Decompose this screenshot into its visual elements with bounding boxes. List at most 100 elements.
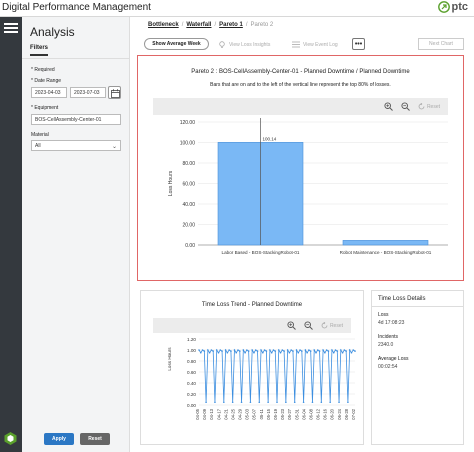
data-point[interactable] [237, 349, 239, 351]
data-point[interactable] [322, 349, 324, 351]
data-point[interactable] [262, 351, 264, 354]
data-point[interactable] [201, 349, 204, 351]
data-point[interactable] [277, 349, 280, 351]
data-point[interactable] [276, 401, 278, 404]
data-point[interactable] [331, 349, 333, 351]
equipment-input[interactable]: BOS-CellAssembly-Center-01 [31, 114, 121, 125]
data-point[interactable] [354, 350, 356, 352]
data-point[interactable] [215, 349, 218, 351]
data-point[interactable] [256, 350, 259, 352]
data-point[interactable] [293, 401, 296, 404]
data-point[interactable] [348, 349, 351, 351]
data-point[interactable] [223, 401, 225, 404]
data-point[interactable] [230, 350, 232, 352]
view-event-log-button[interactable]: View Event Log [292, 41, 338, 48]
next-chart-button[interactable]: Next Chart [418, 38, 464, 50]
zoom-out-icon[interactable] [401, 102, 410, 111]
zoom-in-icon[interactable] [287, 321, 296, 330]
data-point[interactable] [341, 351, 344, 354]
data-point[interactable] [297, 351, 300, 354]
data-point[interactable] [313, 349, 316, 351]
reset-filters-button[interactable]: Reset [80, 433, 110, 445]
data-point[interactable] [233, 349, 236, 351]
data-point[interactable] [285, 401, 287, 404]
bar[interactable] [342, 240, 429, 246]
data-point[interactable] [304, 349, 307, 351]
data-point[interactable] [279, 351, 282, 354]
data-point[interactable] [219, 349, 222, 351]
data-point[interactable] [247, 350, 250, 352]
data-point[interactable] [324, 351, 326, 354]
data-point[interactable] [217, 351, 220, 354]
data-point[interactable] [332, 351, 335, 354]
data-point[interactable] [203, 350, 206, 352]
data-point[interactable] [343, 349, 346, 351]
data-point[interactable] [301, 350, 303, 352]
data-point[interactable] [281, 349, 284, 351]
more-options-button[interactable]: ••• [352, 38, 365, 50]
data-point[interactable] [329, 401, 331, 404]
data-point[interactable] [212, 350, 214, 352]
data-point[interactable] [286, 349, 289, 351]
data-point[interactable] [210, 349, 213, 351]
data-point[interactable] [238, 350, 241, 352]
data-point[interactable] [309, 350, 312, 352]
breadcrumb-pareto-1[interactable]: Pareto 1 [219, 22, 243, 28]
data-point[interactable] [308, 349, 310, 351]
data-point[interactable] [226, 351, 229, 354]
data-point[interactable] [340, 349, 342, 351]
data-point[interactable] [316, 349, 319, 351]
data-point[interactable] [272, 349, 275, 351]
data-point[interactable] [199, 351, 202, 354]
date-start-input[interactable]: 2023-04-03 [31, 87, 67, 98]
data-point[interactable] [246, 349, 248, 351]
data-point[interactable] [318, 350, 321, 352]
data-point[interactable] [235, 351, 238, 354]
data-point[interactable] [244, 351, 246, 354]
data-point[interactable] [254, 349, 257, 351]
view-loss-insights-button[interactable]: View Loss Insights [218, 41, 270, 48]
data-point[interactable] [198, 349, 200, 351]
data-point[interactable] [334, 349, 337, 351]
data-point[interactable] [283, 350, 285, 352]
cube-icon[interactable] [3, 431, 18, 446]
zoom-in-icon[interactable] [384, 102, 393, 111]
data-point[interactable] [208, 351, 211, 354]
data-point[interactable] [267, 401, 269, 404]
data-point[interactable] [251, 349, 253, 351]
data-point[interactable] [315, 351, 317, 354]
data-point[interactable] [350, 351, 353, 354]
chart-reset-button[interactable]: Reset [418, 103, 440, 110]
data-point[interactable] [352, 349, 355, 351]
show-average-week-button[interactable]: Show Average Week [144, 38, 209, 50]
data-point[interactable] [336, 350, 339, 352]
data-point[interactable] [224, 349, 227, 351]
data-point[interactable] [270, 351, 273, 354]
tab-filters[interactable]: Filters [30, 45, 49, 56]
data-point[interactable] [274, 350, 277, 352]
data-point[interactable] [302, 401, 305, 404]
data-point[interactable] [214, 401, 216, 404]
data-point[interactable] [231, 401, 234, 404]
data-point[interactable] [221, 350, 223, 352]
data-point[interactable] [320, 401, 323, 404]
hamburger-menu-icon[interactable] [2, 20, 20, 36]
data-point[interactable] [345, 350, 347, 352]
data-point[interactable] [240, 401, 243, 404]
data-point[interactable] [295, 349, 298, 351]
zoom-out-icon[interactable] [304, 321, 313, 330]
data-point[interactable] [288, 351, 291, 354]
breadcrumb-bottleneck[interactable]: Bottleneck [148, 22, 179, 28]
data-point[interactable] [311, 401, 314, 404]
data-point[interactable] [325, 349, 328, 351]
apply-button[interactable]: Apply [44, 433, 74, 445]
data-point[interactable] [253, 351, 255, 354]
data-point[interactable] [205, 401, 207, 404]
data-point[interactable] [292, 350, 294, 352]
data-point[interactable] [260, 349, 262, 351]
data-point[interactable] [299, 349, 301, 351]
data-point[interactable] [242, 349, 245, 351]
data-point[interactable] [347, 401, 349, 404]
material-select[interactable]: All ⌄ [31, 140, 121, 151]
data-point[interactable] [338, 401, 340, 404]
